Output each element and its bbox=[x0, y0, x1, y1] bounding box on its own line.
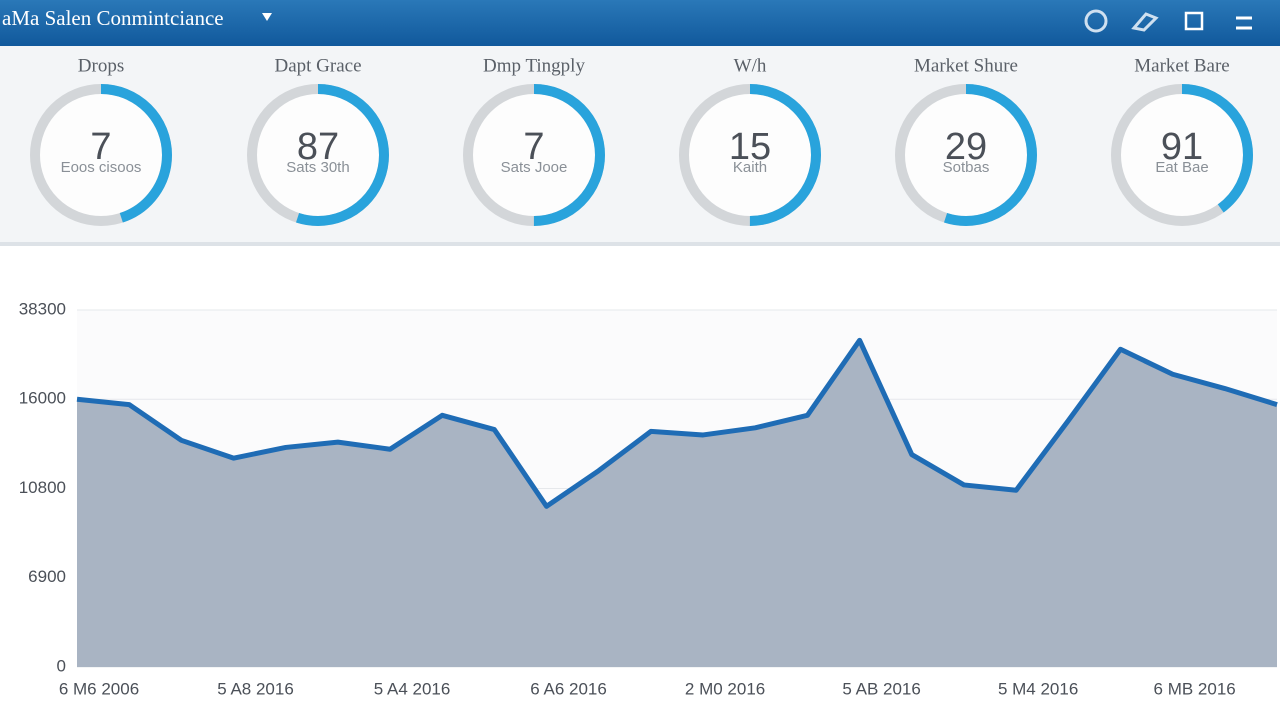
x-tick-label: 5 A4 2016 bbox=[374, 679, 451, 698]
header-bar bbox=[0, 0, 1280, 46]
gauge-value: 7 bbox=[523, 126, 544, 168]
panel-divider bbox=[0, 242, 1280, 246]
icon-settings[interactable] bbox=[1084, 9, 1108, 33]
area-fill bbox=[77, 340, 1277, 667]
x-tick-label: 6 A6 2016 bbox=[530, 679, 607, 698]
icon-menu[interactable] bbox=[1236, 16, 1252, 30]
gauge-sublabel: Eoos cisoos bbox=[61, 159, 142, 176]
gauge-sublabel: Kaith bbox=[733, 159, 767, 176]
dropdown-arrow[interactable] bbox=[262, 13, 272, 21]
y-tick-label: 38300 bbox=[19, 299, 66, 318]
gauge-arc bbox=[895, 84, 1037, 226]
gauge-sublabel: Sotbas bbox=[943, 159, 990, 176]
x-tick-label: 5 AB 2016 bbox=[842, 679, 920, 698]
gauge-value: 91 bbox=[1161, 126, 1203, 168]
gauge-label: Dapt Grace bbox=[274, 55, 361, 76]
gauge-arc bbox=[679, 84, 821, 226]
x-tick-label: 6 M6 2006 bbox=[59, 679, 139, 698]
gauge-sublabel: Eat Bae bbox=[1155, 159, 1208, 176]
gauge-label: W/h bbox=[734, 55, 767, 76]
gauge-sublabel: Sats 30th bbox=[286, 159, 349, 176]
gauge-arc bbox=[30, 84, 172, 226]
area-line bbox=[76, 337, 1278, 509]
y-tick-label: 10800 bbox=[19, 478, 66, 497]
gauge-value: 7 bbox=[90, 126, 111, 168]
x-tick-label: 6 MB 2016 bbox=[1154, 679, 1236, 698]
gauge-label: Market Shure bbox=[914, 55, 1018, 76]
gauge-label: Market Bare bbox=[1134, 55, 1229, 76]
y-tick-label: 6900 bbox=[28, 567, 66, 586]
gauge-label: Drops bbox=[78, 55, 124, 76]
gauge-sublabel: Sats Jooe bbox=[501, 159, 568, 176]
x-tick-label: 5 A8 2016 bbox=[217, 679, 294, 698]
gauge-panel bbox=[0, 46, 1280, 242]
icon-edit[interactable] bbox=[1131, 12, 1159, 32]
gauge-arc bbox=[463, 84, 605, 226]
gauge-value: 29 bbox=[945, 126, 987, 168]
gauge-arc bbox=[247, 84, 389, 226]
y-tick-label: 0 bbox=[57, 656, 66, 675]
x-tick-label: 5 M4 2016 bbox=[998, 679, 1078, 698]
header-title: aMa Salen Conmintciance bbox=[2, 6, 224, 30]
x-tick-label: 2 M0 2016 bbox=[685, 679, 765, 698]
gauge-arc bbox=[1111, 84, 1253, 226]
icon-window[interactable] bbox=[1184, 11, 1204, 31]
gauge-value: 15 bbox=[729, 126, 771, 168]
y-tick-label: 16000 bbox=[19, 389, 66, 408]
gauge-value: 87 bbox=[297, 126, 339, 168]
gauge-label: Dmp Tingply bbox=[483, 55, 585, 76]
